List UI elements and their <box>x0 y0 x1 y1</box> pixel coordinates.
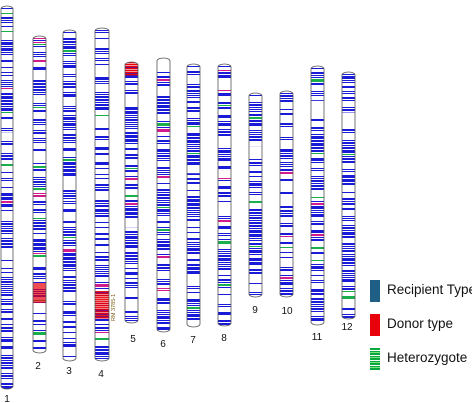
chromosome-bands <box>280 91 293 297</box>
chromosome-label: 8 <box>221 333 227 344</box>
chromosome-bands <box>187 64 200 327</box>
chromosome-6: 6 <box>156 57 171 350</box>
donor-swatch <box>370 314 380 336</box>
chromosome-label: 6 <box>160 339 166 350</box>
chromosome-label: 12 <box>341 322 353 333</box>
chromosome-bands <box>342 72 355 319</box>
chromosome-8: 8 <box>217 63 232 344</box>
marker-label: RM 3785-1 <box>111 294 117 321</box>
chromosome-bands <box>1 6 13 389</box>
chromosome-bands <box>33 36 46 353</box>
chromosome-label: 4 <box>98 369 104 380</box>
legend: Recipient Type Donor type Heterozygote <box>368 278 472 380</box>
chromosome-label: 5 <box>130 334 136 345</box>
chromosome-bands <box>95 28 109 361</box>
chromosome-bands <box>157 58 170 332</box>
chromosome-label: 2 <box>35 361 41 372</box>
chromosome-bands <box>311 66 324 325</box>
chromosome-2: 2 <box>32 35 47 372</box>
chromosome-label: 10 <box>281 306 293 317</box>
chromosome-bands <box>218 64 231 326</box>
chromosome-bands <box>63 30 76 361</box>
chromosome-label: 9 <box>252 305 258 316</box>
chromosome-7: 7 <box>186 63 201 346</box>
chromosome-bands <box>249 93 262 297</box>
chromosome-label: 7 <box>190 335 196 346</box>
heterozygote-swatch <box>370 348 380 370</box>
legend-item-donor: Donor type <box>368 312 472 336</box>
chromosome-5: 5 <box>124 61 139 345</box>
chromosome-bands <box>125 62 138 323</box>
legend-label-donor: Donor type <box>387 316 454 331</box>
chromosome-4: 4 RM 3785-1 <box>94 27 117 380</box>
chromosome-12: 12 <box>341 71 356 333</box>
chromosome-3: 3 <box>62 29 77 377</box>
chromosome-9: 9 <box>248 92 263 316</box>
legend-item-heterozygote: Heterozygote <box>368 346 472 370</box>
chromosome-label: 1 <box>4 394 10 403</box>
chromosome-label: 3 <box>66 366 72 377</box>
chromosome-10: 10 <box>279 90 294 317</box>
legend-label-heterozygote: Heterozygote <box>387 350 468 365</box>
chromosome-1: 1 <box>0 5 14 403</box>
chromosome-label: 11 <box>312 332 323 343</box>
legend-label-recipient: Recipient Type <box>387 282 472 297</box>
recipient-swatch <box>370 280 380 302</box>
legend-item-recipient: Recipient Type <box>368 278 472 302</box>
chromosome-11: 11 <box>310 65 325 343</box>
